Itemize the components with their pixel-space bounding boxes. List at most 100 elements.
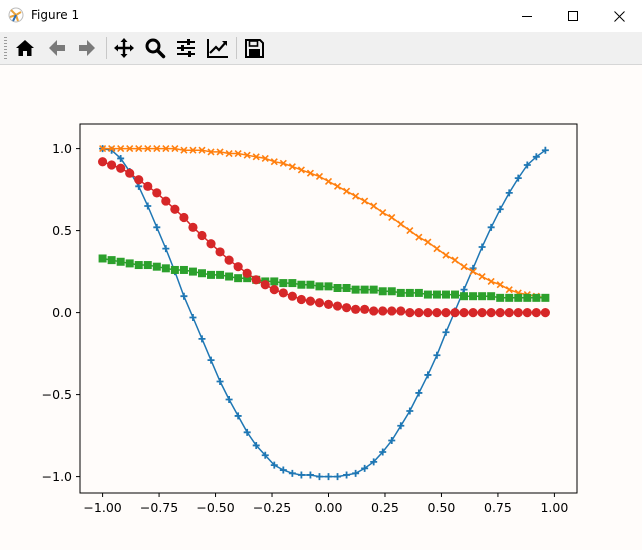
plus-marker xyxy=(397,422,405,430)
x-marker xyxy=(343,187,351,195)
x-marker xyxy=(252,153,260,161)
plus-marker xyxy=(297,471,305,479)
minimize-icon xyxy=(522,16,532,17)
square-marker xyxy=(125,259,134,268)
x-marker xyxy=(415,233,423,241)
circle-marker xyxy=(242,268,252,278)
square-marker xyxy=(134,261,143,270)
figure-canvas[interactable]: −1.00 −0.75 −0.50 −0.25 0.00 0.25 0.50 0.75 1.00… xyxy=(0,65,642,546)
circle-marker xyxy=(387,306,397,316)
maximize-button[interactable] xyxy=(550,0,596,32)
series-line xyxy=(102,147,546,478)
x-tick-label: −1.00 xyxy=(83,500,121,515)
square-marker xyxy=(378,287,387,296)
square-marker xyxy=(342,284,351,292)
circle-marker xyxy=(134,175,144,185)
square-marker xyxy=(107,256,116,265)
x-marker xyxy=(189,146,197,154)
pan-button[interactable] xyxy=(111,35,137,61)
x-marker xyxy=(297,166,305,174)
square-marker xyxy=(360,285,369,294)
circle-marker xyxy=(378,306,388,316)
square-marker xyxy=(170,265,179,274)
circle-marker xyxy=(251,275,261,285)
matplotlib-logo-icon xyxy=(8,7,24,23)
square-marker xyxy=(161,264,170,273)
square-marker xyxy=(179,265,188,274)
circle-marker xyxy=(97,157,108,167)
square-marker xyxy=(396,288,405,297)
square-marker xyxy=(152,262,161,271)
minimize-button[interactable] xyxy=(504,0,550,32)
y-tick-label: −1.0 xyxy=(42,469,72,484)
plus-marker xyxy=(270,461,278,469)
circle-marker xyxy=(477,308,487,318)
plus-marker xyxy=(153,223,161,231)
save-floppy-icon xyxy=(245,39,264,58)
square-marker xyxy=(216,270,225,279)
square-marker xyxy=(197,269,206,278)
circle-marker xyxy=(179,212,189,223)
plus-marker xyxy=(343,471,351,479)
x-marker xyxy=(388,213,396,222)
square-marker xyxy=(279,279,288,288)
circle-marker xyxy=(260,280,270,290)
circle-marker xyxy=(107,160,117,170)
back-button[interactable] xyxy=(44,35,70,61)
circle-marker xyxy=(197,230,207,241)
edit-axis-button[interactable] xyxy=(205,35,231,61)
square-marker xyxy=(315,282,324,291)
x-tick-label: −0.50 xyxy=(196,500,234,515)
circle-marker xyxy=(233,262,243,272)
plus-marker xyxy=(523,161,531,169)
x-marker xyxy=(243,151,251,159)
circle-marker xyxy=(215,247,225,257)
square-marker xyxy=(514,293,523,302)
circle-marker xyxy=(323,299,334,309)
home-button[interactable] xyxy=(12,35,38,61)
y-tick-label: 1.0 xyxy=(52,141,72,156)
plus-marker xyxy=(162,245,170,253)
x-marker xyxy=(505,286,513,294)
x-marker xyxy=(279,159,287,167)
plus-marker xyxy=(334,473,342,481)
x-tick-label: 0.25 xyxy=(371,500,399,515)
plus-marker xyxy=(288,469,296,477)
back-arrow-icon xyxy=(49,40,65,56)
x-marker xyxy=(270,158,278,166)
square-marker xyxy=(306,280,315,289)
zoom-button[interactable] xyxy=(142,35,168,61)
square-marker xyxy=(469,292,478,301)
x-tick-label: 0.75 xyxy=(484,500,512,515)
square-marker xyxy=(270,277,279,286)
plus-marker xyxy=(198,335,206,343)
zoom-magnifier-icon xyxy=(145,38,166,59)
x-marker xyxy=(162,145,170,153)
configure-subplots-button[interactable] xyxy=(173,35,199,61)
plus-marker xyxy=(505,189,513,197)
configure-subplots-icon xyxy=(177,39,195,57)
square-marker xyxy=(487,292,496,301)
circle-marker xyxy=(125,168,135,178)
square-marker xyxy=(297,280,306,289)
x-tick-label: −0.25 xyxy=(253,500,291,515)
forward-arrow-icon xyxy=(79,40,95,56)
circle-marker xyxy=(423,308,433,318)
circle-marker xyxy=(459,308,469,318)
plus-marker xyxy=(442,328,450,336)
toolbar-grip[interactable] xyxy=(4,37,7,59)
plus-marker xyxy=(379,448,387,456)
x-marker xyxy=(361,197,369,205)
plus-marker xyxy=(325,473,332,481)
maximize-icon xyxy=(568,11,578,21)
circle-marker xyxy=(305,296,316,306)
close-button[interactable] xyxy=(596,0,642,32)
x-marker xyxy=(333,182,342,190)
save-button[interactable] xyxy=(241,35,267,61)
forward-button[interactable] xyxy=(74,35,100,61)
circle-marker xyxy=(396,306,406,316)
plus-marker xyxy=(487,223,495,231)
x-marker xyxy=(442,251,450,259)
x-marker xyxy=(108,145,116,153)
plus-marker xyxy=(261,451,269,459)
